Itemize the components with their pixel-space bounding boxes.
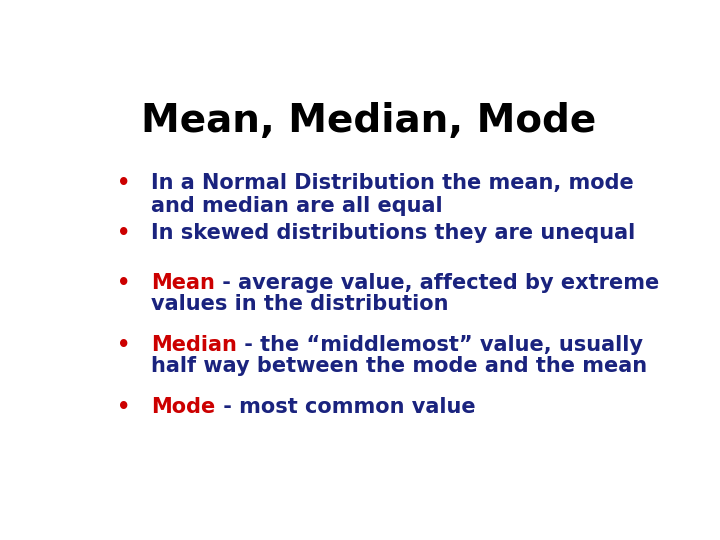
Text: half way between the mode and the mean: half way between the mode and the mean: [151, 356, 647, 376]
Text: •: •: [117, 397, 130, 417]
Text: - average value, affected by extreme: - average value, affected by extreme: [215, 273, 660, 293]
Text: - the “middlemost” value, usually: - the “middlemost” value, usually: [238, 335, 643, 355]
Text: In skewed distributions they are unequal: In skewed distributions they are unequal: [151, 223, 636, 243]
Text: •: •: [117, 173, 130, 193]
Text: •: •: [117, 273, 130, 293]
Text: •: •: [117, 223, 130, 243]
Text: Mean, Median, Mode: Mean, Median, Mode: [141, 102, 597, 140]
Text: Median: Median: [151, 335, 238, 355]
Text: Mode: Mode: [151, 397, 215, 417]
Text: •: •: [117, 335, 130, 355]
Text: values in the distribution: values in the distribution: [151, 294, 449, 314]
Text: - most common value: - most common value: [215, 397, 475, 417]
Text: In a Normal Distribution the mean, mode
and median are all equal: In a Normal Distribution the mean, mode …: [151, 173, 634, 216]
Text: Mean: Mean: [151, 273, 215, 293]
